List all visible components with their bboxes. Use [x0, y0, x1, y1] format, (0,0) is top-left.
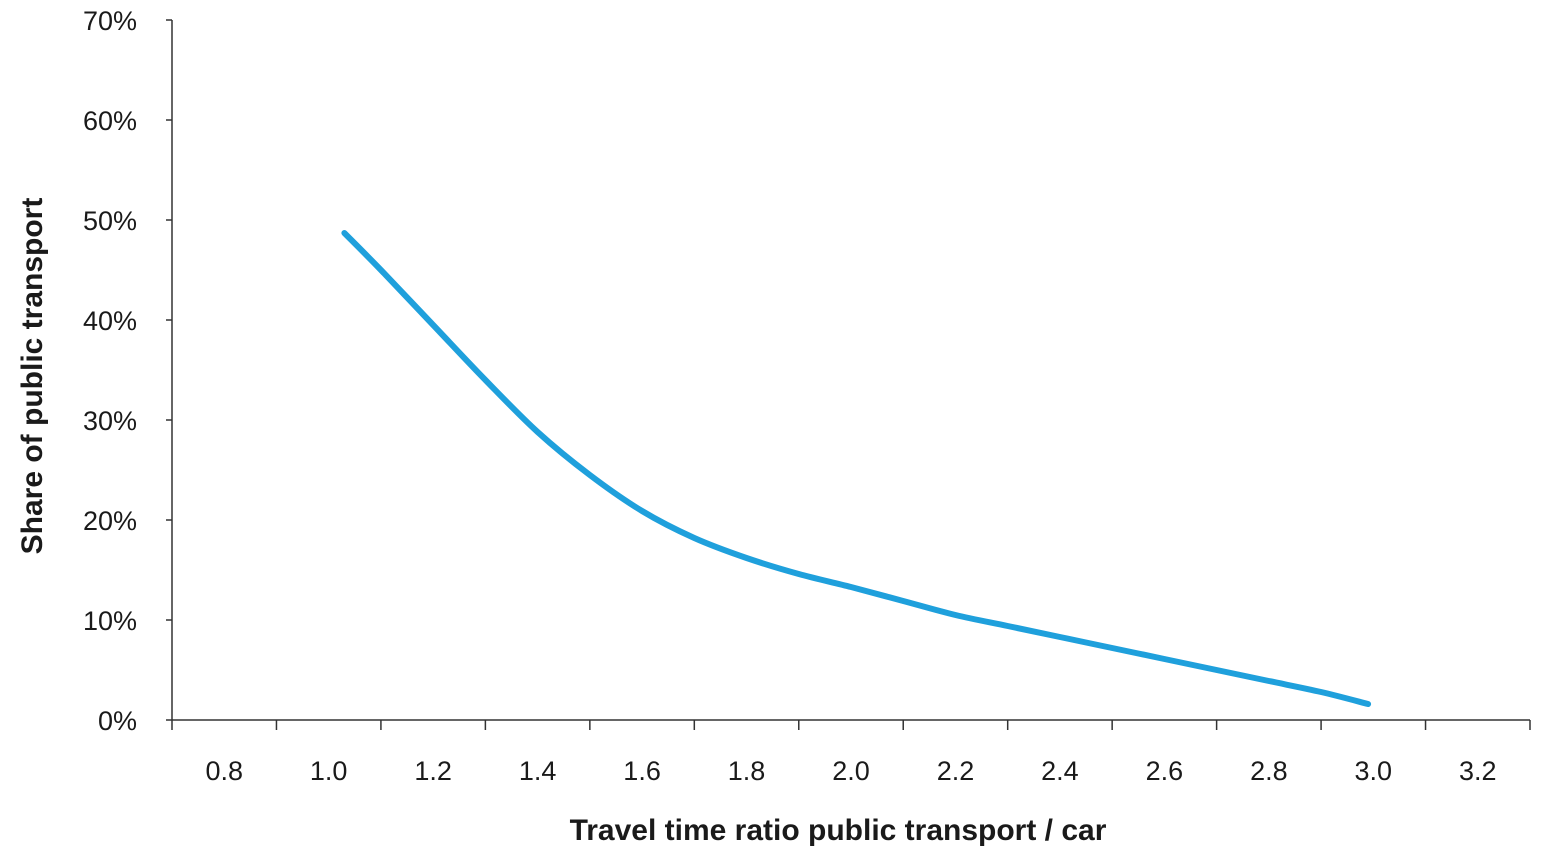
- axes: [171, 20, 1530, 721]
- x-tick-label: 3.2: [1459, 756, 1497, 786]
- series-layer: [341, 230, 1372, 707]
- y-axis-ticks: 0% 10% 20% 30% 40% 50% 60% 70%: [83, 6, 172, 736]
- y-tick-label: 0%: [98, 706, 137, 736]
- y-tick-label: 50%: [83, 206, 137, 236]
- x-axis-title: Travel time ratio public transport / car: [570, 814, 1107, 847]
- x-tick-label: 0.8: [205, 756, 243, 786]
- x-tick-label: 3.0: [1355, 756, 1393, 786]
- x-tick-label: 2.4: [1041, 756, 1079, 786]
- x-tick-label: 2.8: [1250, 756, 1288, 786]
- y-tick-label: 20%: [83, 506, 137, 536]
- series-line: [341, 230, 1372, 707]
- y-tick-label: 60%: [83, 106, 137, 136]
- x-tick-label: 2.0: [832, 756, 870, 786]
- y-tick-label: 40%: [83, 306, 137, 336]
- y-axis-title: Share of public transport: [16, 198, 49, 555]
- x-tick-label: 2.6: [1146, 756, 1184, 786]
- x-tick-label: 1.2: [414, 756, 452, 786]
- y-tick-label: 10%: [83, 606, 137, 636]
- x-tick-label: 2.2: [937, 756, 975, 786]
- x-tick-label: 1.8: [728, 756, 766, 786]
- x-tick-label: 1.0: [310, 756, 348, 786]
- y-tick-label: 70%: [83, 6, 137, 36]
- x-tick-label: 1.6: [623, 756, 661, 786]
- y-tick-label: 30%: [83, 406, 137, 436]
- x-tick-label: 1.4: [519, 756, 557, 786]
- x-axis-ticks: 0.8 1.0 1.2 1.4 1.6 1.8 2.0 2.2 2.4 2.6 2.8 3.0 3.2: [171, 720, 1531, 786]
